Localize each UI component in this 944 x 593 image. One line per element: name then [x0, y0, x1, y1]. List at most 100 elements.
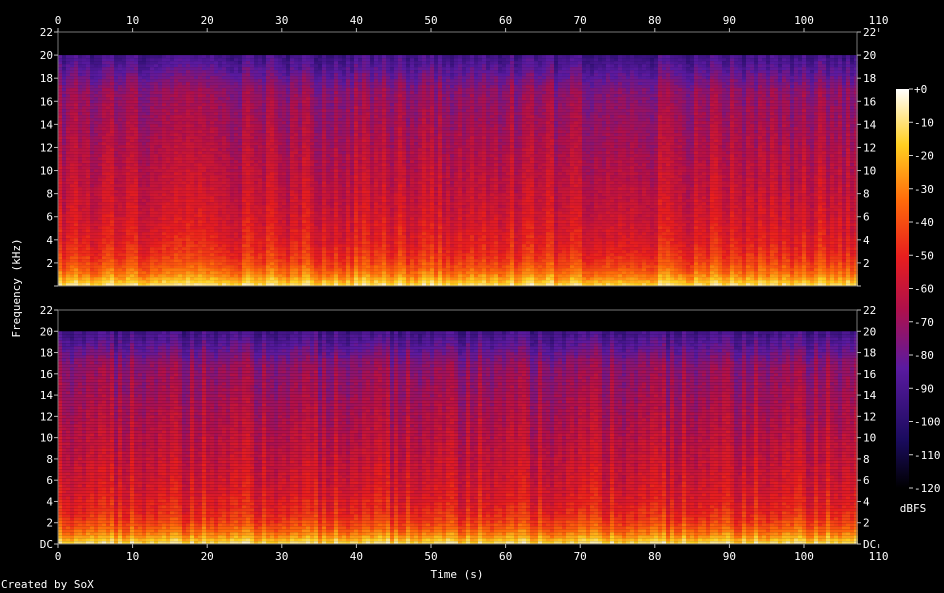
spectrogram-cell: [286, 100, 290, 104]
spectrogram-cell: [258, 271, 262, 275]
spectrogram-cell: [302, 136, 306, 140]
spectrogram-cell: [262, 151, 266, 155]
spectrogram-cell: [150, 79, 154, 83]
spectrogram-cell: [82, 145, 86, 149]
spectrogram-cell: [118, 154, 122, 158]
spectrogram-cell: [174, 190, 178, 194]
spectrogram-cell: [222, 217, 226, 221]
spectrogram-cell: [282, 82, 286, 86]
spectrogram-cell: [230, 217, 234, 221]
spectrogram-cell: [90, 214, 94, 218]
spectrogram-cell: [150, 175, 154, 179]
spectrogram-cell: [182, 70, 186, 74]
spectrogram-cell: [118, 151, 122, 155]
spectrogram-cell: [74, 139, 78, 143]
spectrogram-cell: [210, 142, 214, 146]
spectrogram-cell: [294, 166, 298, 170]
spectrogram-cell: [282, 79, 286, 83]
spectrogram-cell: [230, 271, 234, 275]
spectrogram-cell: [254, 139, 258, 143]
spectrogram-cell: [146, 130, 150, 134]
spectrogram-cell: [262, 265, 266, 269]
spectrogram-cell: [86, 223, 90, 227]
spectrogram-cell: [58, 70, 62, 74]
spectrogram-cell: [206, 223, 210, 227]
spectrogram-cell: [258, 127, 262, 131]
spectrogram-cell: [302, 142, 306, 146]
spectrogram-cell: [302, 241, 306, 245]
spectrogram-cell: [214, 91, 218, 95]
spectrogram-cell: [82, 91, 86, 95]
spectrogram-cell: [226, 217, 230, 221]
spectrogram-cell: [90, 211, 94, 215]
spectrogram-cell: [110, 220, 114, 224]
spectrogram-cell: [58, 151, 62, 155]
spectrogram-cell: [234, 283, 238, 287]
spectrogram-cell: [286, 70, 290, 74]
spectrogram-cell: [294, 157, 298, 161]
spectrogram-cell: [170, 112, 174, 116]
spectrogram-cell: [230, 193, 234, 197]
spectrogram-cell: [286, 139, 290, 143]
spectrogram-cell: [178, 235, 182, 239]
spectrogram-cell: [298, 136, 302, 140]
spectrogram-cell: [298, 253, 302, 257]
spectrogram-cell: [78, 259, 82, 263]
spectrogram-cell: [106, 280, 110, 284]
spectrogram-cell: [194, 280, 198, 284]
spectrogram-cell: [102, 85, 106, 89]
spectrogram-cell: [202, 100, 206, 104]
spectrogram-cell: [162, 283, 166, 287]
spectrogram-cell: [238, 268, 242, 272]
spectrogram-cell: [250, 64, 254, 68]
spectrogram-cell: [74, 235, 78, 239]
spectrogram-cell: [286, 64, 290, 68]
spectrogram-cell: [86, 187, 90, 191]
spectrogram-cell: [282, 223, 286, 227]
spectrogram-cell: [258, 58, 262, 62]
spectrogram-cell: [266, 250, 270, 254]
spectrogram-cell: [138, 187, 142, 191]
spectrogram-cell: [258, 175, 262, 179]
spectrogram-cell: [222, 235, 226, 239]
spectrogram-cell: [154, 109, 158, 113]
spectrogram-cell: [238, 244, 242, 248]
spectrogram-cell: [262, 214, 266, 218]
spectrogram-cell: [62, 232, 66, 236]
spectrogram-cell: [222, 154, 226, 158]
spectrogram-cell: [282, 265, 286, 269]
spectrogram-cell: [78, 73, 82, 77]
spectrogram-cell: [130, 208, 134, 212]
spectrogram-cell: [274, 283, 278, 287]
spectrogram-cell: [190, 133, 194, 137]
spectrogram-cell: [118, 247, 122, 251]
spectrogram-cell: [86, 151, 90, 155]
spectrogram-cell: [162, 241, 166, 245]
spectrogram-cell: [146, 100, 150, 104]
spectrogram-cell: [242, 190, 246, 194]
spectrogram-cell: [226, 64, 230, 68]
spectrogram-cell: [282, 277, 286, 281]
spectrogram-cell: [74, 202, 78, 206]
spectrogram-cell: [126, 259, 130, 263]
spectrogram-cell: [206, 151, 210, 155]
spectrogram-cell: [310, 163, 314, 167]
spectrogram-cell: [78, 244, 82, 248]
spectrogram-cell: [218, 139, 222, 143]
spectrogram-cell: [154, 160, 158, 164]
spectrogram-cell: [218, 244, 222, 248]
spectrogram-cell: [130, 139, 134, 143]
spectrogram-cell: [290, 82, 294, 86]
spectrogram-cell: [206, 187, 210, 191]
spectrogram-cell: [210, 235, 214, 239]
spectrogram-cell: [98, 61, 102, 65]
spectrogram-cell: [98, 283, 102, 287]
spectrogram-cell: [262, 148, 266, 152]
spectrogram-cell: [82, 205, 86, 209]
spectrogram-cell: [210, 205, 214, 209]
spectrogram-cell: [94, 247, 98, 251]
spectrogram-cell: [298, 70, 302, 74]
spectrogram-cell: [66, 160, 70, 164]
spectrogram-cell: [130, 172, 134, 176]
spectrogram-cell: [150, 259, 154, 263]
